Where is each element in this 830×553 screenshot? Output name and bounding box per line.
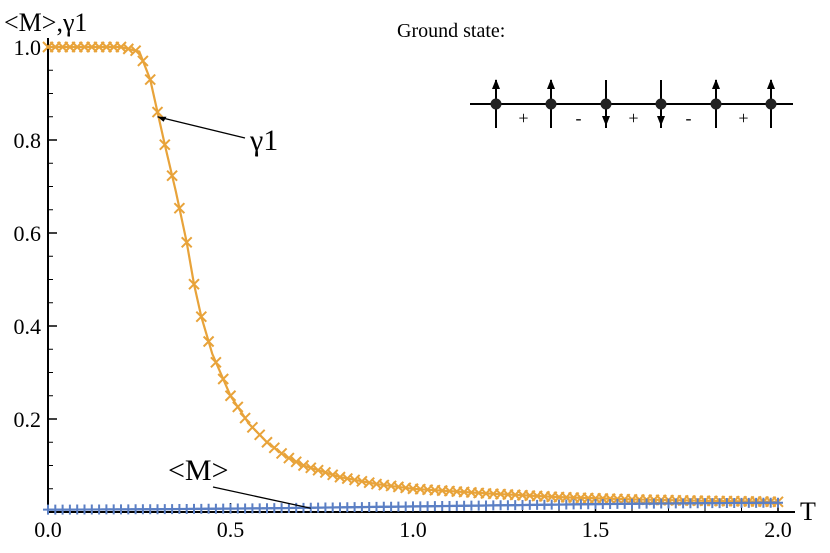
data-point-x-marker (305, 462, 317, 474)
data-point-x-marker (210, 356, 222, 368)
gamma1-pointer (157, 116, 246, 139)
data-point-x-marker (224, 390, 237, 402)
gamma1-annotation: γ1 (249, 124, 278, 157)
data-point-x-marker (151, 106, 164, 118)
data-point-x-marker (166, 169, 178, 182)
data-point-x-marker (180, 236, 193, 249)
spin-site (545, 98, 557, 110)
x-tick-label: 2.0 (764, 517, 792, 542)
x-axis-title: T (800, 497, 816, 526)
data-point-x-marker (239, 412, 251, 424)
data-point-x-marker (275, 447, 288, 460)
spin-down-arrow-icon (602, 116, 610, 126)
data-point-x-marker (319, 466, 332, 479)
data-point-x-marker (268, 442, 281, 454)
spin-up-arrow-icon (547, 79, 555, 89)
ground-state-inset: Ground state: + - + - + (397, 20, 793, 128)
y-tick-label: 1.0 (14, 35, 42, 60)
x-tick-label: 0.0 (34, 517, 62, 542)
data-point-x-marker (195, 310, 208, 323)
y-tick-label: 0.6 (14, 221, 42, 246)
spin-up-arrow-icon (492, 79, 500, 89)
data-point-x-marker (159, 138, 171, 151)
spin-site (600, 98, 612, 110)
data-point-x-marker (326, 469, 339, 481)
spin-up-arrow-icon (767, 79, 775, 89)
bond-sign: + (738, 108, 748, 128)
m-pointer (212, 486, 311, 509)
spin-up-arrow-icon (712, 79, 720, 89)
data-point-x-marker (297, 459, 310, 472)
data-point-x-marker (137, 55, 149, 67)
bond-sign: + (518, 108, 528, 128)
series-m (43, 497, 783, 515)
data-point-x-marker (202, 335, 215, 348)
x-tick-label: 1.0 (399, 517, 427, 542)
y-tick-label: 0.4 (14, 314, 42, 339)
x-tick-label: 1.5 (582, 517, 610, 542)
spin-down-arrow-icon (657, 116, 665, 126)
x-tick-label: 0.5 (217, 517, 245, 542)
bond-sign: + (628, 108, 638, 128)
series-layer (42, 41, 784, 515)
bond-sign: - (686, 108, 692, 128)
data-point-x-marker (232, 401, 244, 413)
spin-site (655, 98, 667, 110)
y-axis-title: <M>,γ1 (4, 8, 87, 37)
data-point-x-marker (261, 436, 273, 448)
y-tick-label: 0.8 (14, 128, 42, 153)
spin-site (490, 98, 502, 110)
data-point-x-marker (217, 373, 229, 385)
data-point-x-marker (173, 202, 186, 214)
data-point-x-marker (144, 73, 156, 86)
data-point-x-marker (129, 45, 142, 57)
data-point-x-marker (188, 278, 200, 290)
spin-site (765, 98, 777, 110)
spin-site (710, 98, 722, 110)
series-gamma1 (42, 41, 784, 508)
chart-axes: 0.0 0.5 1.0 1.5 2.00.20.40.60.81.0<M>,γ1T (4, 8, 816, 542)
data-point-x-marker (312, 464, 324, 476)
data-point-x-marker (290, 456, 302, 468)
annotation-layer: γ1 <M> (157, 116, 311, 509)
gamma1-arrowhead (157, 116, 167, 122)
inset-title: Ground state: (397, 20, 505, 42)
data-point-plus-marker (773, 497, 783, 508)
data-point-x-marker (283, 452, 295, 464)
series-line (48, 45, 779, 503)
y-tick-label: 0.2 (14, 407, 42, 432)
m-annotation: <M> (168, 454, 229, 487)
bond-sign: - (576, 108, 582, 128)
